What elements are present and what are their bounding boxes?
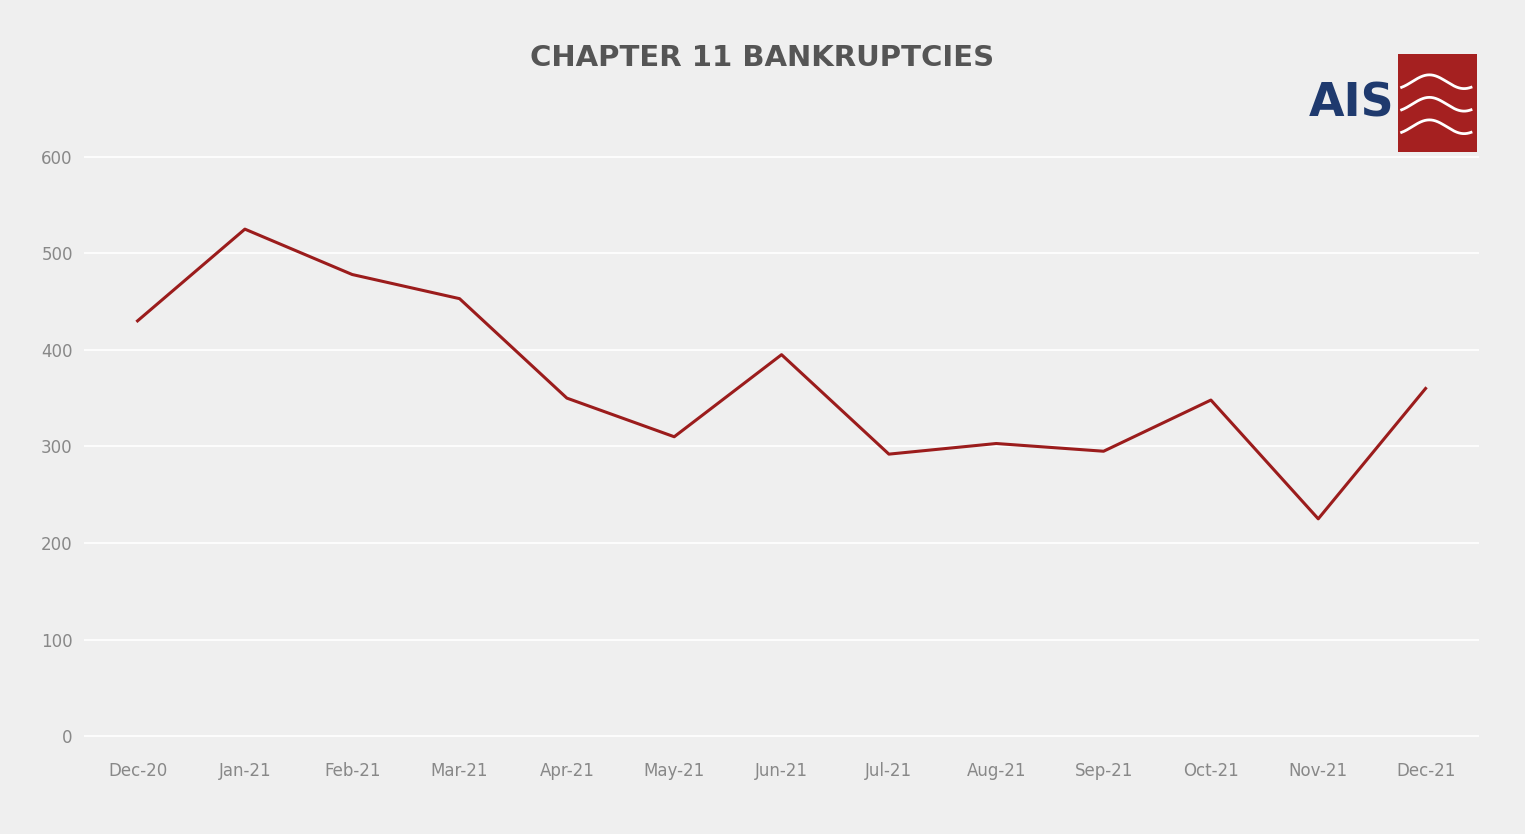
Text: CHAPTER 11 BANKRUPTCIES: CHAPTER 11 BANKRUPTCIES	[531, 44, 994, 73]
FancyBboxPatch shape	[1397, 54, 1476, 152]
Text: AIS: AIS	[1310, 82, 1395, 127]
